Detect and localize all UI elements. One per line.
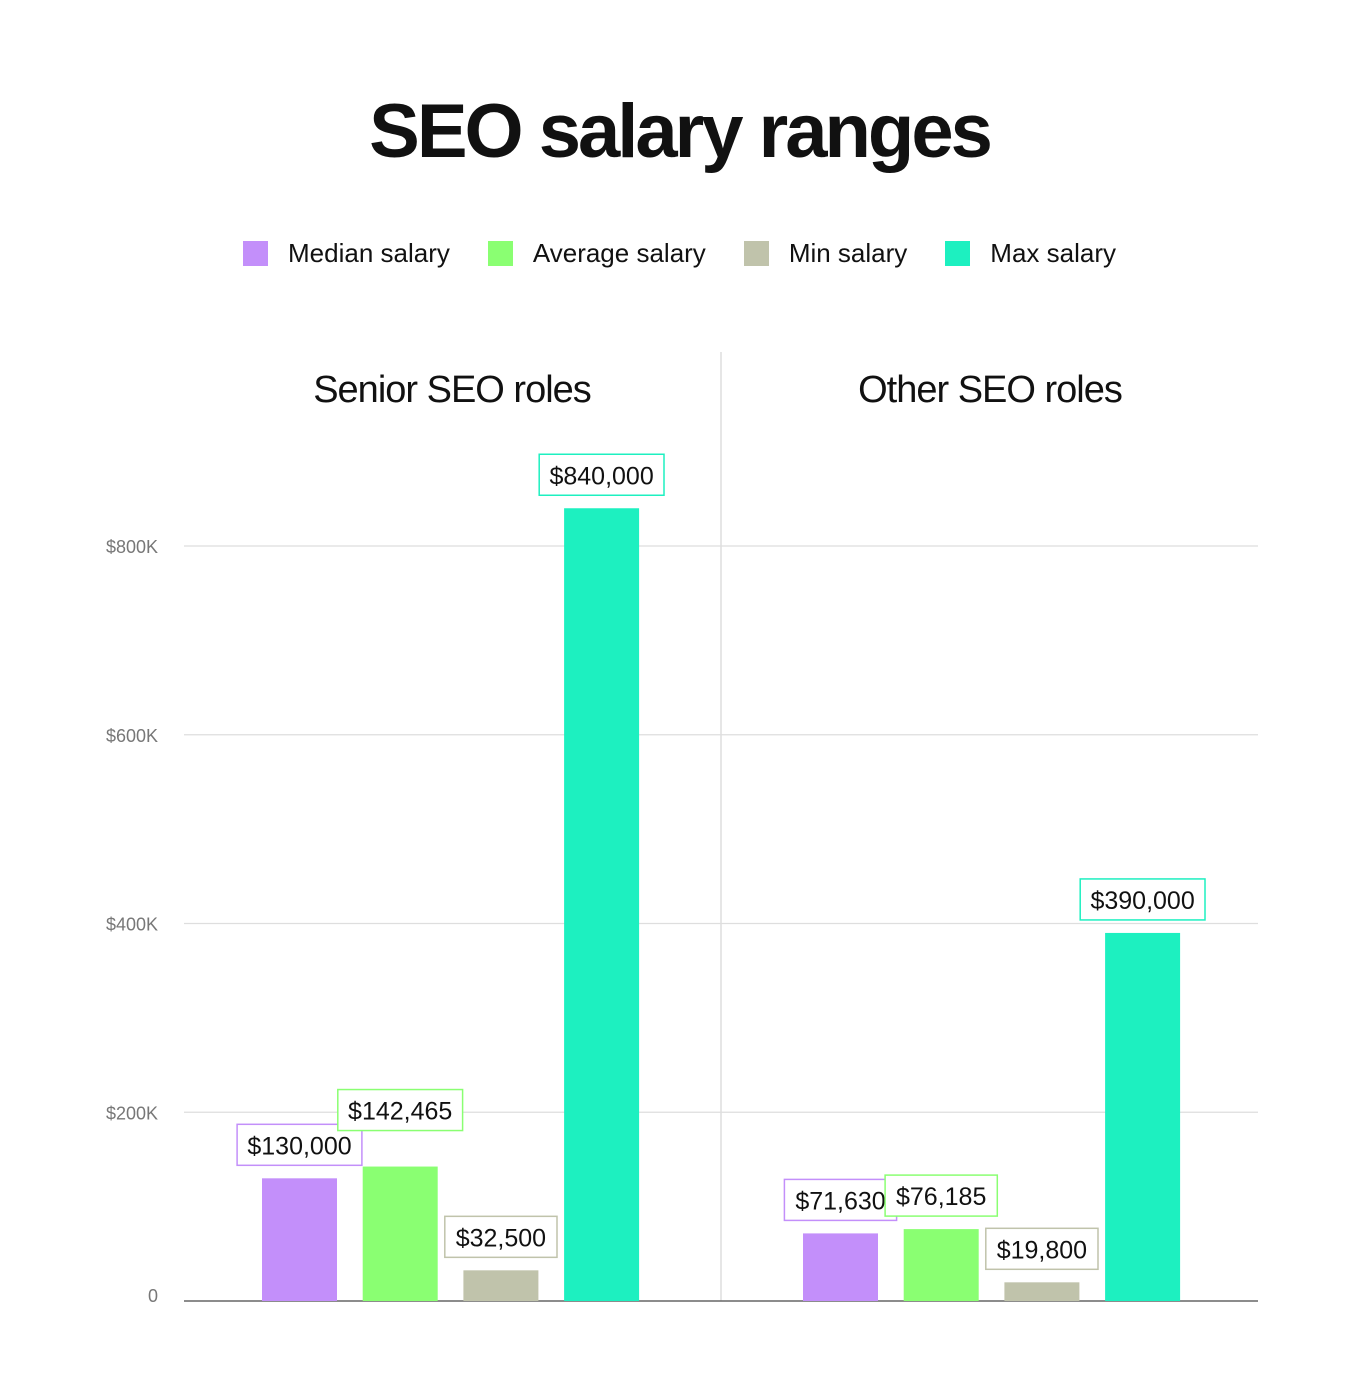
legend-item-max: Max salary [945, 238, 1116, 269]
bar [1105, 932, 1181, 1301]
data-label-box [337, 1088, 464, 1132]
y-tick-label: $200K [106, 1103, 158, 1123]
bar [803, 1233, 878, 1301]
data-label: $32,500 [456, 1224, 546, 1252]
legend-item-average: Average salary [487, 238, 706, 269]
bar [903, 1229, 979, 1301]
legend-swatch [945, 241, 971, 266]
panel-title: Senior SEO roles [313, 369, 591, 411]
data-label: $71,630 [795, 1187, 885, 1215]
legend-swatch [487, 241, 513, 266]
legend: Median salary Average salary Min salary … [0, 238, 1359, 269]
data-label: $390,000 [1090, 887, 1194, 915]
legend-label: Min salary [788, 238, 908, 268]
legend-item-median: Median salary [243, 238, 450, 269]
legend-item-min: Min salary [743, 238, 908, 269]
y-tick-label: $800K [106, 537, 158, 557]
data-label-box [884, 1174, 999, 1217]
data-label: $19,800 [997, 1236, 1087, 1264]
panel-title: Other SEO roles [858, 369, 1122, 411]
legend-label: Max salary [990, 238, 1116, 268]
data-label: $840,000 [549, 462, 653, 490]
data-label: $76,185 [896, 1183, 986, 1211]
legend-label: Average salary [532, 238, 706, 268]
data-label-box [444, 1215, 558, 1259]
data-label-box [538, 453, 665, 496]
bar [262, 1178, 337, 1301]
data-label: $130,000 [247, 1132, 351, 1160]
data-label-box [985, 1227, 1099, 1271]
y-tick-label: $400K [106, 915, 158, 935]
y-tick-label: $600K [106, 726, 158, 746]
chart-title: SEO salary ranges [369, 89, 993, 174]
legend-swatch [243, 241, 268, 266]
data-label-box [1079, 878, 1206, 921]
bar [463, 1270, 539, 1301]
legend-swatch [743, 241, 769, 266]
legend-label: Median salary [288, 238, 450, 268]
bar [564, 508, 640, 1301]
bar [1004, 1282, 1080, 1301]
y-tick-label: 0 [148, 1286, 158, 1306]
bar [362, 1166, 438, 1301]
data-label-box [783, 1178, 898, 1222]
data-label: $142,465 [348, 1098, 452, 1126]
